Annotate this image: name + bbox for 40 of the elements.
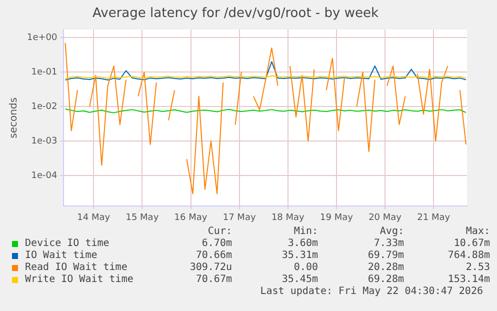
- x-tick-label: 15 May: [126, 212, 160, 223]
- text: 309.72u: [188, 262, 232, 273]
- x-tick-label: 16 May: [174, 212, 208, 223]
- chart-title: Average latency for /dev/vg0/root - by week: [92, 6, 379, 22]
- x-tick-label: 14 May: [77, 212, 111, 223]
- text: Cur:: [206, 226, 232, 237]
- x-tick-label: 18 May: [271, 212, 306, 223]
- text: 0.00: [292, 262, 318, 273]
- text: Min:: [292, 226, 318, 237]
- legend-label: IO Wait time: [25, 250, 98, 261]
- text: Last update: Fri May 22 04:30:47 2026: [259, 286, 483, 297]
- text: 764.88m: [446, 250, 490, 261]
- text: 3.60m: [286, 238, 318, 249]
- text: 7.33m: [372, 238, 404, 249]
- x-tick-label: 17 May: [222, 212, 256, 223]
- y-tick-label: 1e+00: [26, 32, 58, 43]
- x-tick-label: 20 May: [368, 212, 402, 223]
- y-tick-label: 1e-01: [31, 67, 58, 78]
- y-axis-title: seconds: [8, 97, 20, 138]
- text: 70.66m: [194, 250, 232, 261]
- text: 69.79m: [366, 250, 404, 261]
- x-tick-label: 21 May: [417, 212, 451, 223]
- y-tick-label: 1e-04: [31, 170, 58, 181]
- text: 35.31m: [280, 250, 318, 261]
- text: 153.14m: [446, 274, 490, 285]
- text: 35.45m: [280, 274, 318, 285]
- legend-label: Write IO Wait time: [25, 274, 134, 285]
- text: 70.67m: [194, 274, 232, 285]
- text: Avg:: [378, 226, 404, 237]
- text: 2.53: [464, 262, 490, 273]
- x-tick-label: 19 May: [320, 212, 354, 223]
- legend-label: Read IO Wait time: [25, 262, 128, 273]
- text: Max:: [464, 226, 490, 237]
- y-tick-label: 1e-02: [31, 102, 58, 112]
- legend-label: Device IO time: [25, 238, 110, 249]
- text: 6.70m: [200, 238, 232, 249]
- y-tick-label: 1e-03: [31, 136, 58, 146]
- text: 69.28m: [366, 274, 404, 285]
- text: 10.67m: [452, 238, 490, 249]
- text: 20.28m: [366, 262, 404, 273]
